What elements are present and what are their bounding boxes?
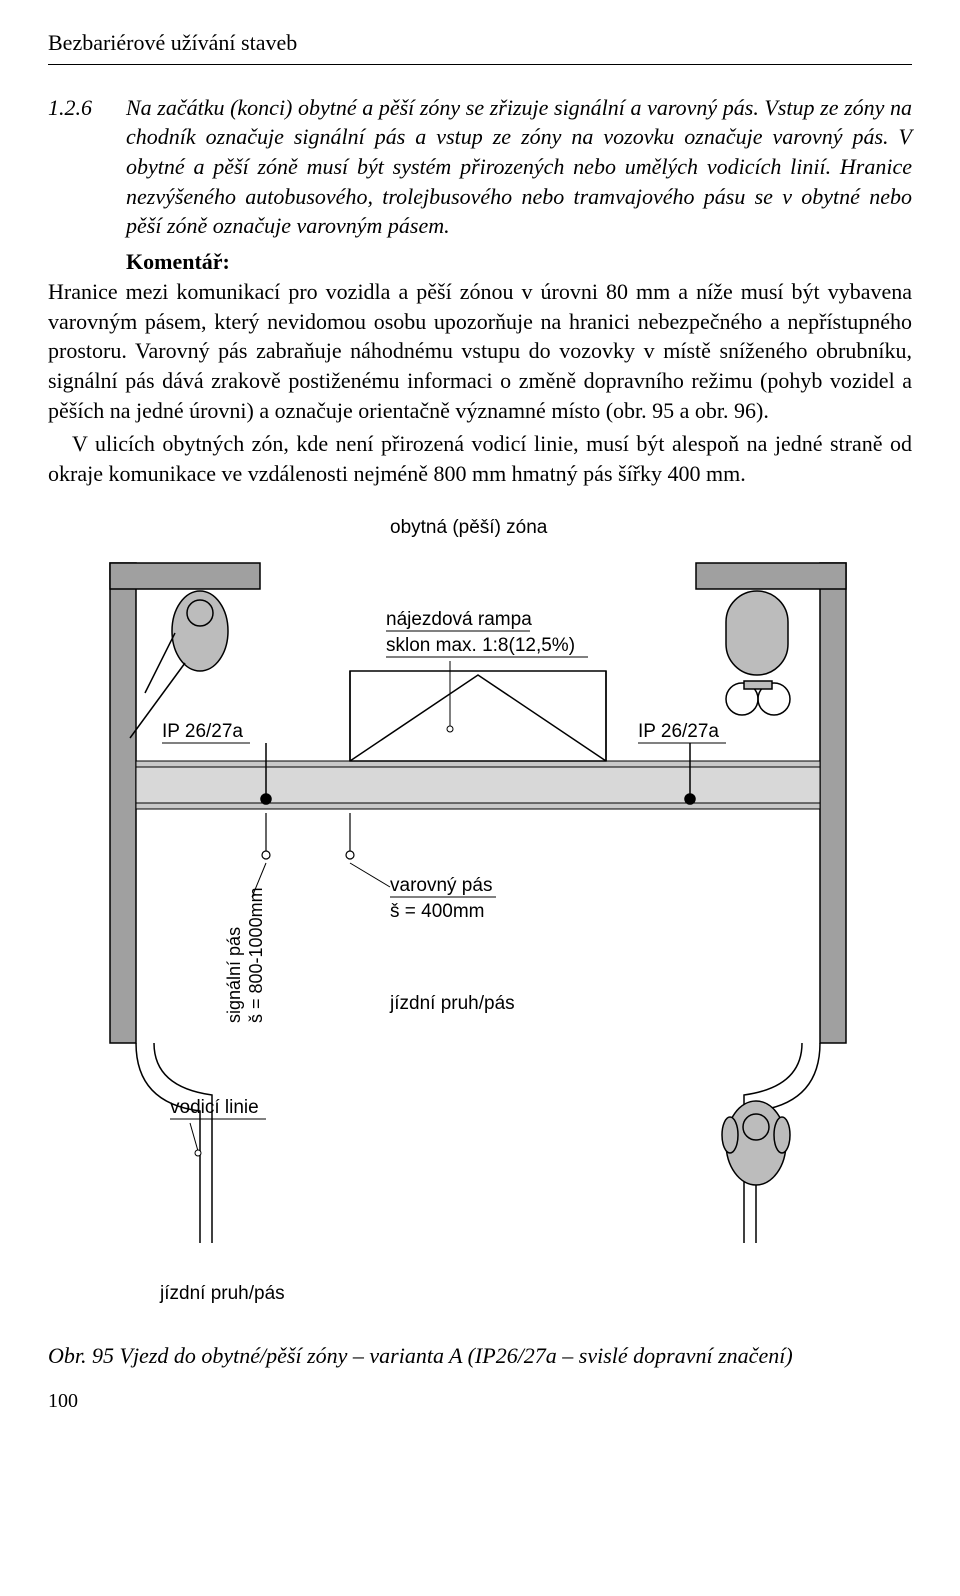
label-jizdni: jízdní pruh/pás (389, 993, 515, 1014)
label-signal: signální pás š = 800-1000mm (224, 887, 266, 1023)
ramp (350, 671, 606, 761)
pedestrian-bottom (722, 1101, 790, 1185)
komentar-label: Komentář: (126, 247, 912, 277)
label-jizdni-bottom: jízdní pruh/pás (159, 1283, 285, 1304)
section-text: Na začátku (konci) obytné a pěší zóny se… (126, 93, 912, 241)
running-header: Bezbariérové užívání staveb (48, 28, 912, 58)
pedestrian-left (130, 591, 228, 738)
label-ramp-2: sklon max. 1:8(12,5%) (386, 635, 575, 656)
commentary-para-1: Hranice mezi komunikací pro vozidla a pě… (48, 277, 912, 425)
label-ip-left: IP 26/27a (162, 721, 243, 742)
road-edges (136, 1043, 820, 1243)
crossing-band (136, 761, 820, 809)
page-number: 100 (48, 1388, 912, 1415)
label-ip-right: IP 26/27a (638, 721, 719, 742)
label-signal-1: signální pás (224, 927, 244, 1023)
label-vodici: vodicí linie (170, 1097, 259, 1118)
section-number: 1.2.6 (48, 93, 126, 241)
leader-signal (262, 813, 270, 859)
header-rule (48, 64, 912, 65)
label-varovny-1: varovný pás (390, 875, 492, 896)
figure-95: obytná (pěší) zóna nájezdová rampa sklon… (48, 503, 912, 1323)
section-1-2-6: 1.2.6 Na začátku (konci) obytné a pěší z… (48, 93, 912, 241)
figure-caption: Obr. 95 Vjezd do obytné/pěší zóny – vari… (48, 1341, 912, 1371)
label-ramp-1: nájezdová rampa (386, 609, 532, 630)
leader-varovny (346, 813, 354, 859)
label-signal-2: š = 800-1000mm (246, 887, 266, 1023)
label-zone-top: obytná (pěší) zóna (390, 517, 548, 538)
label-varovny-2: š = 400mm (390, 901, 485, 922)
wheelchair-right (726, 591, 790, 715)
figure-95-svg: obytná (pěší) zóna nájezdová rampa sklon… (90, 503, 870, 1323)
commentary-para-2: V ulicích obytných zón, kde není přiroze… (48, 429, 912, 488)
